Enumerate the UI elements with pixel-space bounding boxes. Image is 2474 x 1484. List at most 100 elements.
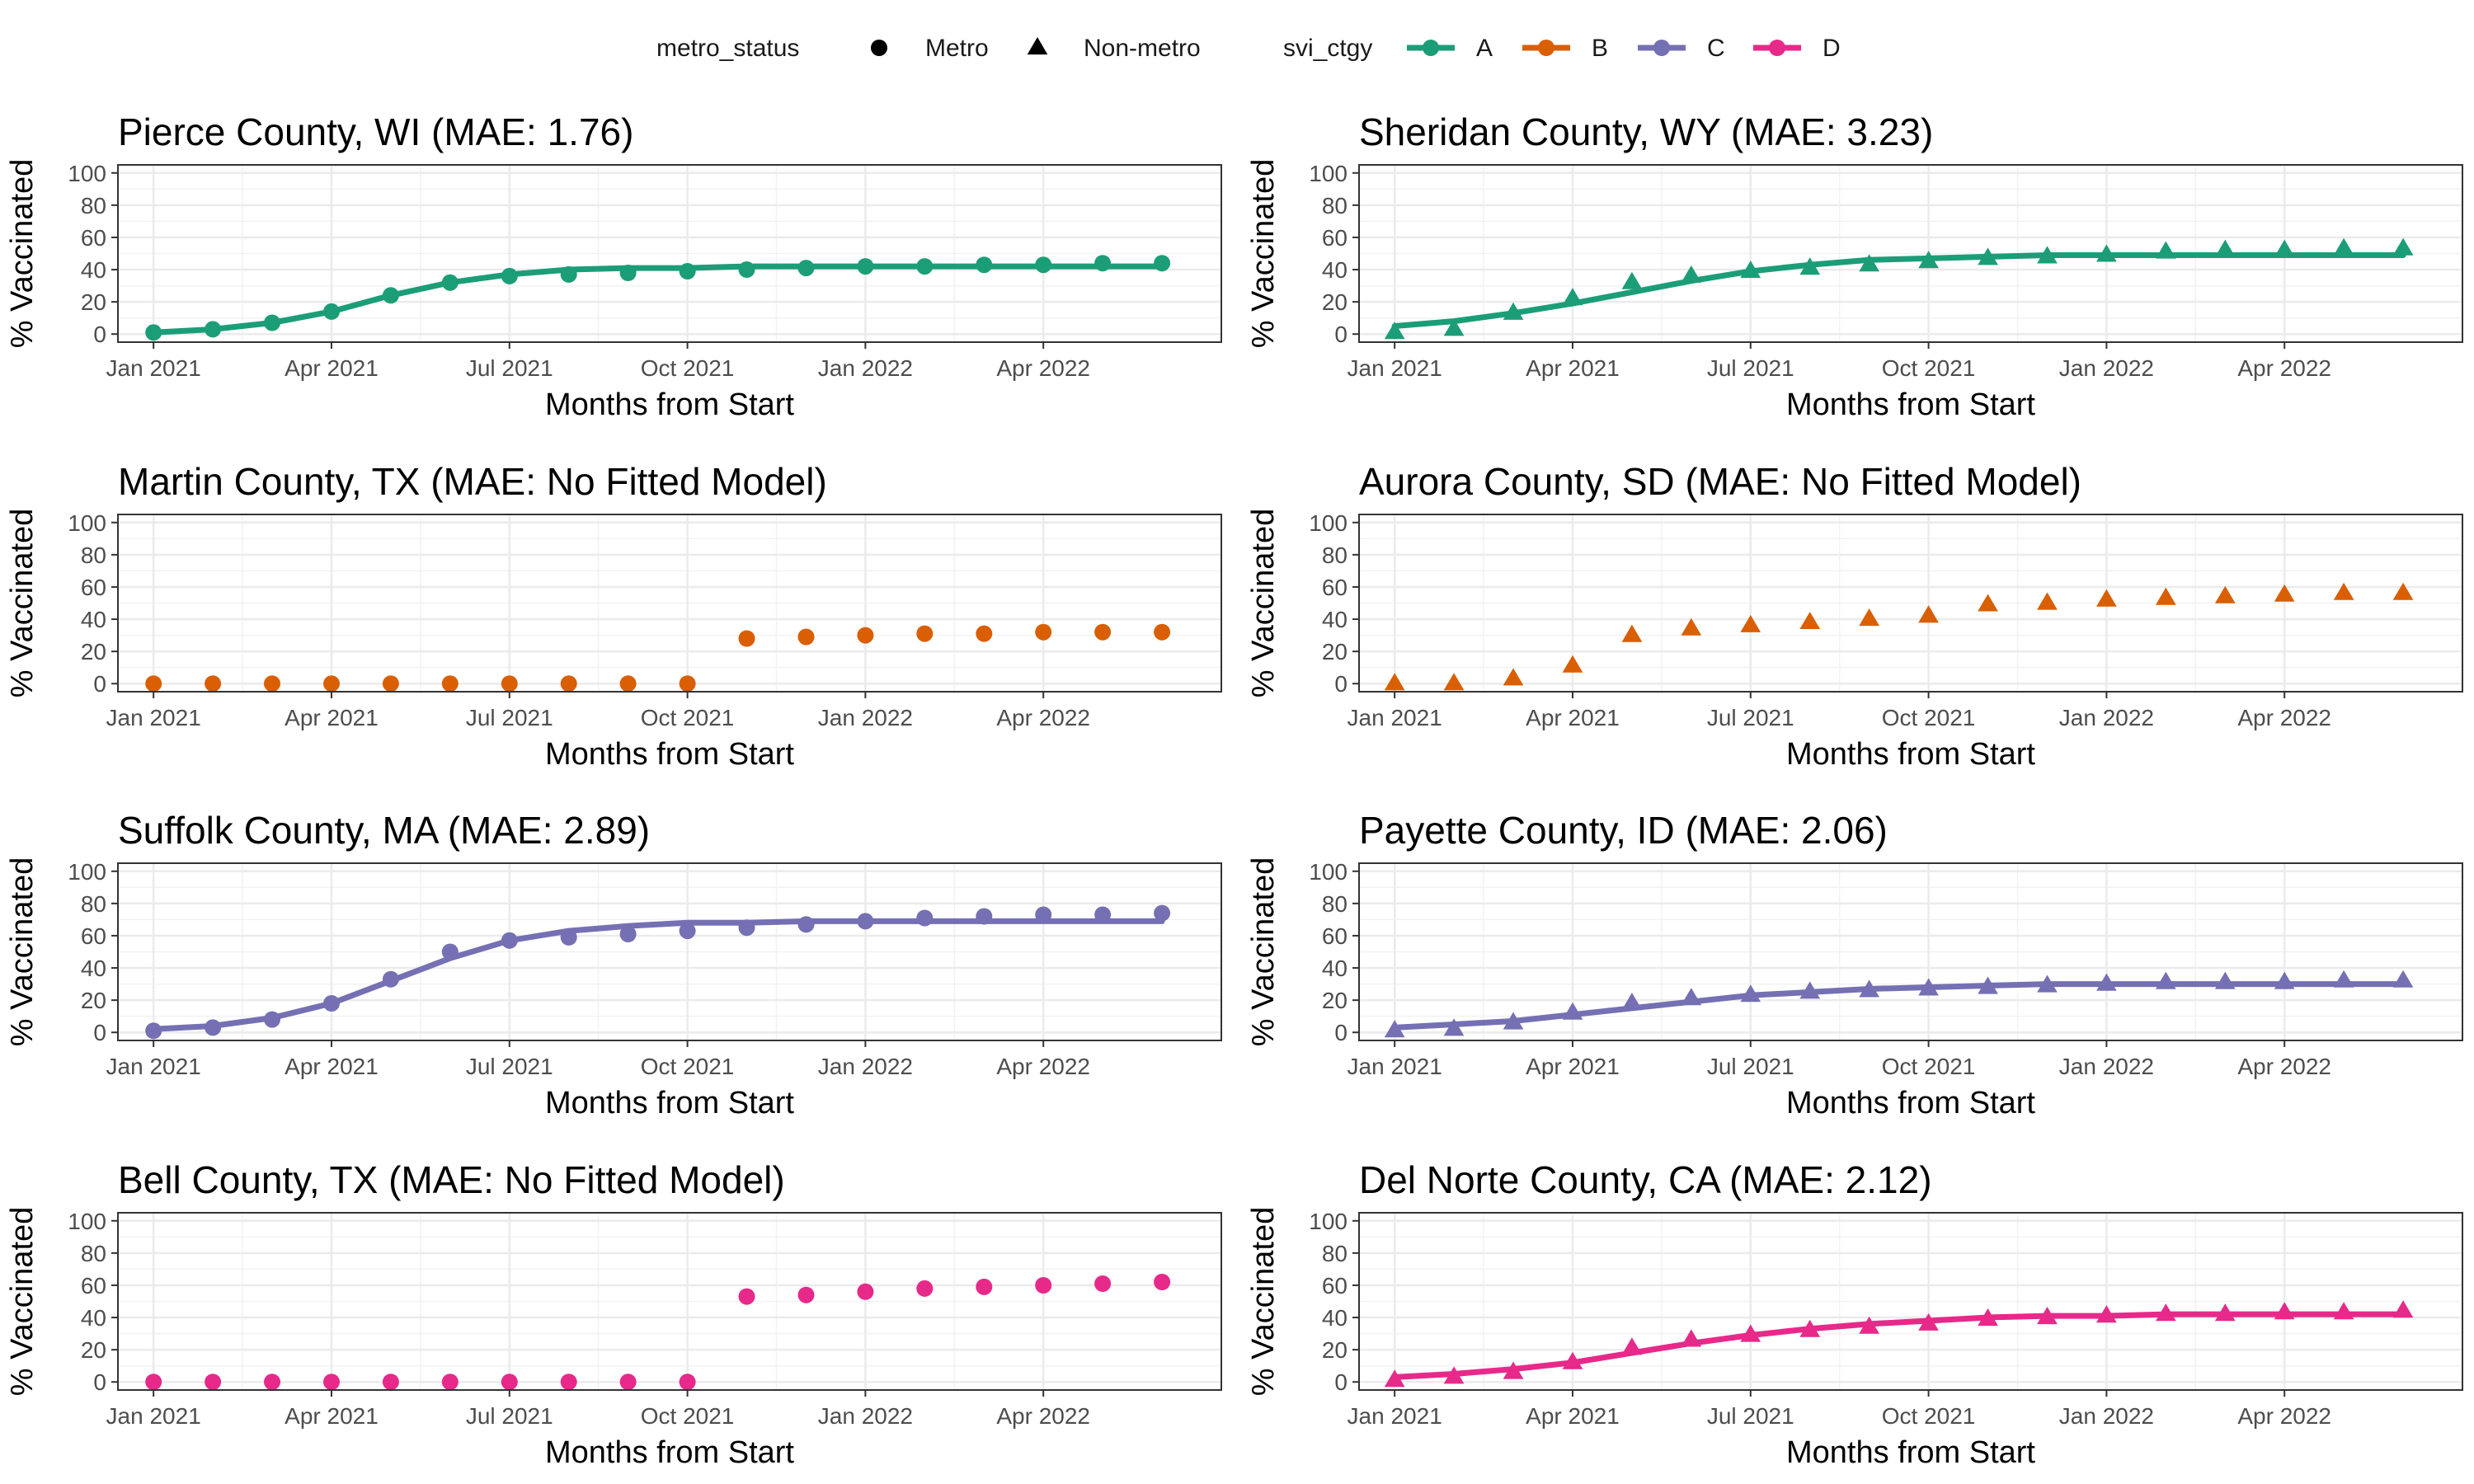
data-point [679, 923, 696, 940]
fitted-series-line [1391, 1311, 2406, 1380]
x-tick-label: Apr 2021 [1526, 1403, 1620, 1429]
data-point [145, 675, 162, 693]
x-tick-label: Jan 2022 [2059, 355, 2154, 381]
y-tick-label: 80 [1322, 891, 1348, 917]
data-point [916, 909, 934, 927]
x-tick-label: Jan 2021 [106, 705, 201, 730]
data-point [1562, 1351, 1583, 1369]
y-tick-label: 100 [1309, 859, 1348, 885]
data-point [1918, 251, 1939, 269]
data-point [1094, 623, 1112, 641]
y-tick-label: 80 [1322, 1241, 1348, 1266]
legend-metro-label: Metro [925, 35, 989, 62]
data-point [619, 1374, 637, 1391]
data-point [1681, 1329, 1702, 1347]
data-point [2037, 592, 2058, 610]
data-point [1035, 1277, 1052, 1294]
y-tick-label: 80 [81, 193, 106, 218]
data-point [2392, 970, 2414, 988]
data-point [1562, 288, 1583, 306]
legend-point-swatch [1538, 40, 1554, 56]
y-tick-label: 0 [93, 1369, 106, 1395]
y-tick-label: 40 [81, 1305, 106, 1331]
x-tick-label: Apr 2021 [285, 705, 379, 730]
data-point [797, 916, 815, 933]
data-point [738, 261, 755, 278]
data-point [2096, 973, 2117, 991]
data-point [382, 287, 399, 304]
panel: Bell County, TX (MAE: No Fitted Model) 0 2… [5, 1158, 1222, 1470]
data-point [1859, 254, 1879, 272]
data-point [323, 995, 340, 1012]
panel-border [117, 1212, 1222, 1391]
y-tick-label: 80 [1322, 193, 1348, 218]
data-point [2037, 1307, 2058, 1325]
panel: Del Norte County, CA (MAE: 2.12) 0 20 40 60 8… [1246, 1158, 2463, 1470]
data-point [264, 314, 280, 331]
data-point [264, 1011, 280, 1028]
x-tick-label: Jan 2021 [1348, 705, 1442, 730]
data-point [205, 1019, 222, 1036]
panel-border [1358, 1212, 2463, 1391]
data-point [1978, 247, 1998, 265]
panel-border [1358, 862, 2463, 1041]
legend-svi-label: D [1823, 35, 1841, 62]
x-tick-label: Oct 2021 [1882, 705, 1976, 730]
y-tick-label: 100 [68, 859, 106, 885]
x-tick-label: Oct 2021 [641, 1403, 735, 1429]
x-tick-label: Apr 2022 [2237, 705, 2331, 730]
y-tick-label: 20 [1322, 988, 1348, 1013]
y-axis-title: % Vaccinated [5, 1207, 40, 1397]
legend-svi-label: C [1707, 35, 1725, 62]
fitted-series-line [1391, 981, 2406, 1031]
data-point [2156, 587, 2176, 605]
x-tick-label: Oct 2021 [1882, 1054, 1976, 1079]
x-tick-label: Jul 2021 [466, 705, 553, 730]
y-axis-title: % Vaccinated [5, 159, 40, 349]
data-point [205, 321, 222, 338]
data-point [1035, 623, 1052, 641]
panel-border [1358, 164, 2463, 343]
x-tick-label: Jan 2022 [2059, 1054, 2154, 1079]
x-tick-label: Oct 2021 [641, 355, 735, 381]
data-point [1681, 988, 1702, 1006]
y-tick-label: 0 [93, 671, 106, 697]
data-point [916, 1280, 934, 1297]
data-point [145, 1022, 162, 1040]
panel: Payette County, ID (MAE: 2.06) 0 20 40 60 80 1… [1246, 809, 2463, 1120]
y-tick-label: 60 [81, 923, 106, 949]
data-point [1443, 673, 1465, 691]
data-point [264, 1374, 280, 1391]
data-point [1799, 1319, 1821, 1337]
data-point [2096, 244, 2117, 262]
y-axis-title: % Vaccinated [1246, 857, 1281, 1047]
y-tick-label: 80 [81, 891, 106, 917]
data-point [738, 1288, 755, 1305]
x-tick-label: Jan 2021 [106, 1403, 201, 1429]
data-point [1918, 978, 1939, 996]
x-tick-label: Jan 2022 [818, 1403, 913, 1429]
panel-title: Payette County, ID (MAE: 2.06) [1359, 809, 1888, 852]
data-point [2274, 971, 2295, 989]
y-tick-label: 40 [1322, 956, 1348, 981]
x-tick-label: Oct 2021 [1882, 1403, 1976, 1429]
data-point [857, 258, 874, 275]
x-axis-title: Months from Start [545, 387, 794, 422]
y-tick-label: 20 [81, 289, 106, 315]
x-tick-label: Apr 2022 [2237, 1054, 2331, 1079]
x-tick-label: Jan 2022 [2059, 705, 2154, 730]
legend: metro_status Metro Non-metro svi_ctgy A B C D [656, 35, 1841, 62]
data-point [1978, 1308, 1998, 1327]
x-tick-label: Jul 2021 [1707, 1403, 1794, 1429]
legend-svi-label: A [1476, 35, 1493, 62]
data-point [1978, 594, 1998, 612]
data-point [1094, 1275, 1112, 1292]
data-point [145, 1374, 162, 1391]
data-point [2214, 239, 2236, 257]
data-point [382, 970, 399, 988]
x-tick-label: Jul 2021 [1707, 355, 1794, 381]
panel: Martin County, TX (MAE: No Fitted Model)… [5, 460, 1222, 772]
y-tick-label: 20 [81, 639, 106, 665]
fitted-series-line [150, 263, 1165, 336]
